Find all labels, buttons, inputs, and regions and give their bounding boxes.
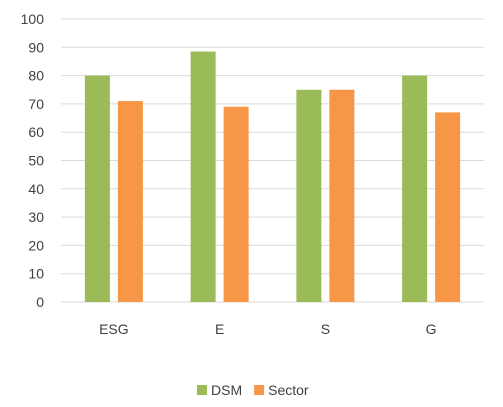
x-axis-ticks: ESG E S G <box>99 321 436 337</box>
y-tick-label: 50 <box>28 153 44 169</box>
x-tick-label: ESG <box>99 321 129 337</box>
legend: DSM Sector <box>197 382 309 398</box>
y-tick-label: 100 <box>21 11 45 27</box>
y-tick-label: 0 <box>36 294 44 310</box>
legend-swatch-sector <box>254 385 265 395</box>
bar-dsm-esg <box>84 75 110 302</box>
x-tick-label: E <box>215 321 224 337</box>
y-tick-label: 40 <box>28 181 44 197</box>
y-tick-label: 60 <box>28 124 44 140</box>
x-tick-label: G <box>426 321 437 337</box>
y-axis-ticks: 0 10 20 30 40 50 60 70 80 90 100 <box>21 11 45 310</box>
bar-dsm-s <box>296 89 322 302</box>
y-tick-label: 80 <box>28 68 44 84</box>
y-tick-label: 10 <box>28 266 44 282</box>
bar-sector-g <box>435 112 461 302</box>
y-tick-label: 70 <box>28 96 44 112</box>
legend-label-sector: Sector <box>268 382 309 398</box>
y-tick-label: 90 <box>28 39 44 55</box>
bar-sector-s <box>329 89 355 302</box>
bar-sector-esg <box>117 101 143 302</box>
bar-dsm-e <box>190 51 216 302</box>
bar-sector-e <box>223 106 249 302</box>
legend-swatch-dsm <box>197 385 207 395</box>
legend-label-dsm: DSM <box>211 382 242 398</box>
y-tick-label: 30 <box>28 209 44 225</box>
x-tick-label: S <box>321 321 330 337</box>
bar-dsm-g <box>402 75 428 302</box>
bars <box>84 51 461 302</box>
y-tick-label: 20 <box>28 237 44 253</box>
